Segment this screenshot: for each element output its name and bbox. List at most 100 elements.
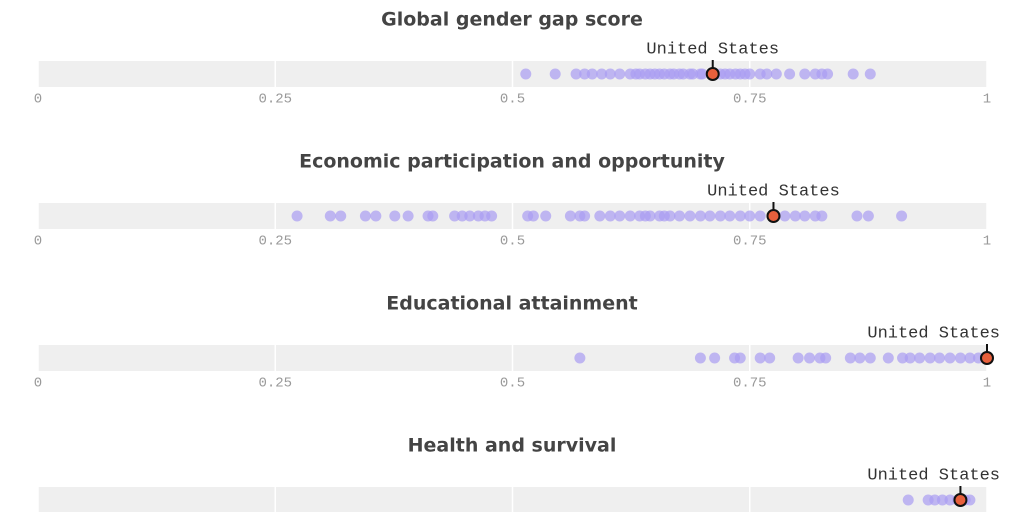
- country-dot: [944, 494, 956, 506]
- country-dot: [724, 210, 736, 222]
- country-dot: [789, 210, 801, 222]
- country-dot: [862, 210, 874, 222]
- country-dot: [664, 210, 676, 222]
- country-dot: [820, 352, 832, 364]
- highlight-dot: [980, 351, 994, 365]
- country-dot: [324, 210, 336, 222]
- country-dot: [674, 210, 686, 222]
- country-dot: [291, 210, 303, 222]
- highlight-dot: [766, 209, 781, 223]
- x-tick-label: 0.5: [500, 234, 525, 250]
- country-dot: [799, 210, 811, 222]
- country-dot: [586, 68, 598, 80]
- x-tick-label: 1: [983, 376, 991, 392]
- country-dot: [370, 210, 382, 222]
- country-dot: [770, 68, 782, 80]
- panel-title: Educational attainment: [386, 293, 637, 315]
- country-dot: [389, 210, 401, 222]
- country-dot: [709, 352, 721, 364]
- country-dot: [944, 352, 956, 364]
- country-dot: [694, 210, 706, 222]
- panel-title: Economic participation and opportunity: [299, 151, 725, 173]
- country-dot: [864, 352, 876, 364]
- country-dot: [847, 68, 859, 80]
- country-dot: [914, 352, 926, 364]
- x-tick-label: 0.5: [500, 376, 525, 392]
- country-dot: [464, 210, 476, 222]
- country-dot: [734, 352, 746, 364]
- x-tick-label: 1: [983, 234, 991, 250]
- country-dot: [799, 68, 811, 80]
- country-dot: [449, 210, 461, 222]
- country-dot: [964, 352, 976, 364]
- country-dot: [549, 68, 561, 80]
- x-tick-label: 0.25: [258, 92, 292, 108]
- country-dot: [896, 210, 908, 222]
- x-tick-label: 0.75: [733, 376, 767, 392]
- country-dot: [936, 494, 948, 506]
- country-dot: [335, 210, 347, 222]
- highlight-label: United States: [867, 466, 1000, 485]
- country-dot: [456, 210, 468, 222]
- country-dot: [604, 68, 616, 80]
- country-dot: [761, 68, 773, 80]
- x-tick-label: 0: [34, 376, 42, 392]
- country-dot: [744, 210, 756, 222]
- country-dot: [764, 352, 776, 364]
- country-dot: [704, 210, 716, 222]
- country-dot: [929, 494, 941, 506]
- country-dot: [486, 210, 498, 222]
- x-tick-label: 0.75: [733, 92, 767, 108]
- country-dot: [614, 68, 626, 80]
- country-dot: [897, 352, 909, 364]
- country-dot: [816, 210, 828, 222]
- panel-title: Health and survival: [408, 435, 617, 457]
- country-dot: [604, 210, 616, 222]
- highlight-dot: [953, 493, 968, 507]
- country-dot: [696, 68, 708, 80]
- country-dot: [596, 68, 608, 80]
- highlight-label: United States: [707, 182, 840, 201]
- highlight-label: United States: [646, 40, 779, 59]
- country-dot: [744, 68, 756, 80]
- country-dot: [864, 68, 876, 80]
- country-dot: [822, 68, 834, 80]
- country-dot: [954, 352, 966, 364]
- x-tick-label: 0: [34, 92, 42, 108]
- country-dot: [570, 68, 582, 80]
- country-dot: [924, 352, 936, 364]
- country-dot: [854, 352, 866, 364]
- country-dot: [754, 210, 766, 222]
- country-dot: [540, 210, 552, 222]
- country-dot: [574, 352, 586, 364]
- country-dot: [792, 352, 804, 364]
- country-dot: [882, 352, 894, 364]
- highlight-label: United States: [867, 324, 1000, 343]
- country-dot: [687, 68, 699, 80]
- country-dot: [844, 352, 856, 364]
- x-tick-label: 0.25: [258, 376, 292, 392]
- x-tick-label: 0.75: [733, 234, 767, 250]
- country-dot: [851, 210, 863, 222]
- country-dot: [804, 352, 816, 364]
- country-dot: [527, 210, 539, 222]
- country-dot: [579, 68, 591, 80]
- country-dot: [614, 210, 626, 222]
- country-dot: [964, 494, 976, 506]
- country-dot: [564, 210, 576, 222]
- country-dot: [624, 210, 636, 222]
- country-dot: [934, 352, 946, 364]
- country-dot: [784, 68, 796, 80]
- country-dot: [579, 210, 591, 222]
- country-dot: [734, 210, 746, 222]
- country-dot: [644, 210, 656, 222]
- country-dot: [902, 494, 914, 506]
- country-dot: [779, 210, 791, 222]
- country-dot: [694, 352, 706, 364]
- country-dot: [402, 210, 414, 222]
- highlight-dot: [705, 67, 720, 81]
- country-dot: [684, 210, 696, 222]
- country-dot: [594, 210, 606, 222]
- x-tick-label: 0.25: [258, 234, 292, 250]
- x-tick-label: 0: [34, 234, 42, 250]
